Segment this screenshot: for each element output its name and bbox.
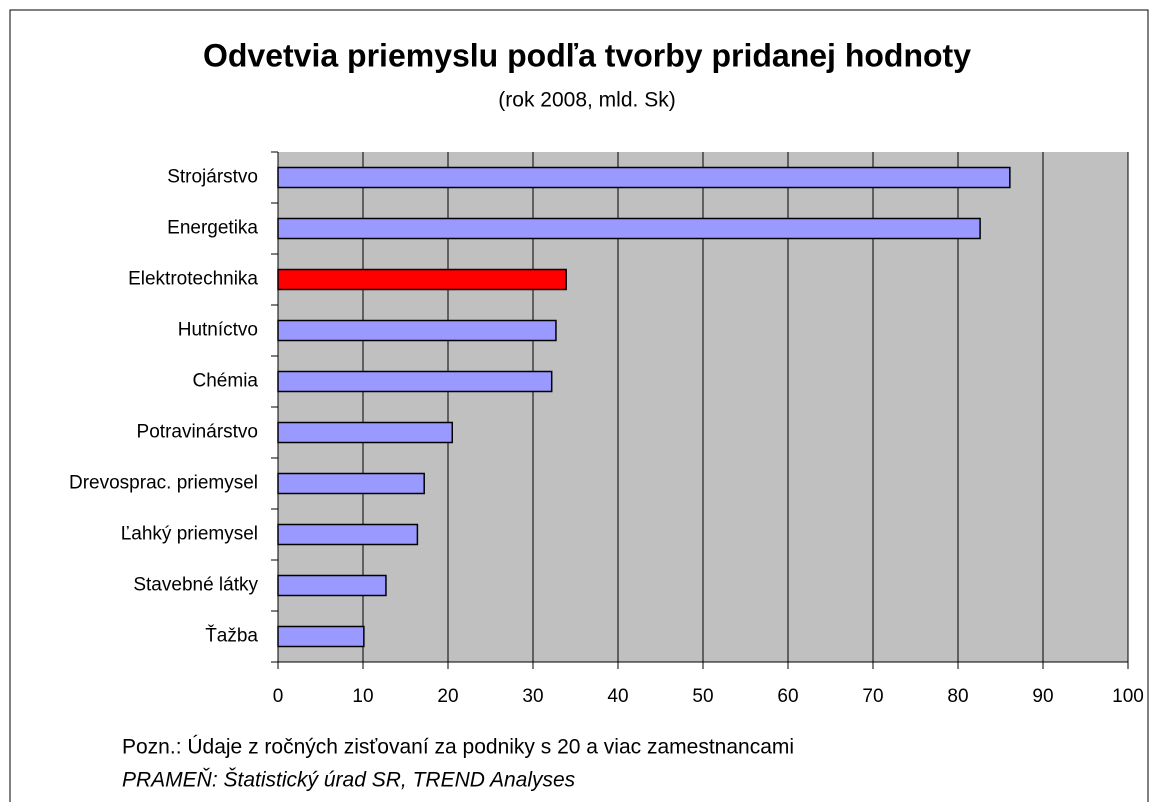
- bar: [277, 472, 425, 495]
- bar: [277, 166, 1011, 189]
- y-tick-label: Ťažba: [205, 625, 258, 647]
- x-tick-label: 30: [522, 686, 543, 707]
- x-tick-label: 90: [1032, 686, 1053, 707]
- y-tick-label: Hutníctvo: [178, 320, 258, 341]
- x-tick-label: 80: [947, 686, 968, 707]
- x-tick-label: 100: [1112, 686, 1144, 707]
- x-tick-label: 20: [437, 686, 458, 707]
- x-tick-label: 50: [692, 686, 713, 707]
- y-tick-label: Potravinárstvo: [137, 422, 258, 443]
- note: Pozn.: Údaje z ročných zisťovaní za podn…: [122, 736, 794, 759]
- x-tick-label: 0: [273, 686, 284, 707]
- bar: [277, 268, 567, 291]
- y-tick-label: Energetika: [167, 218, 258, 239]
- bar: [277, 523, 419, 546]
- x-tick-label: 10: [352, 686, 373, 707]
- bar: [277, 319, 557, 342]
- x-tick-label: 70: [862, 686, 883, 707]
- bar: [277, 625, 365, 648]
- bar: [277, 574, 387, 597]
- x-tick-label: 60: [777, 686, 798, 707]
- y-tick-label: Stavebné látky: [133, 575, 258, 596]
- bar: [277, 370, 553, 393]
- y-tick-label: Drevosprac. priemysel: [69, 473, 258, 494]
- y-tick-label: Strojárstvo: [167, 167, 258, 188]
- x-tick-label: 40: [607, 686, 628, 707]
- chart-title: Odvetvia priemyslu podľa tvorby pridanej…: [203, 37, 971, 73]
- source: PRAMEŇ: Štatistický úrad SR, TREND Analy…: [122, 769, 576, 792]
- y-tick-label: Ľahký priemysel: [121, 524, 258, 545]
- bar: [277, 217, 981, 240]
- bar: [277, 421, 453, 444]
- chart-subtitle: (rok 2008, mld. Sk): [498, 89, 675, 112]
- y-tick-label: Elektrotechnika: [128, 269, 258, 290]
- y-tick-label: Chémia: [193, 371, 259, 392]
